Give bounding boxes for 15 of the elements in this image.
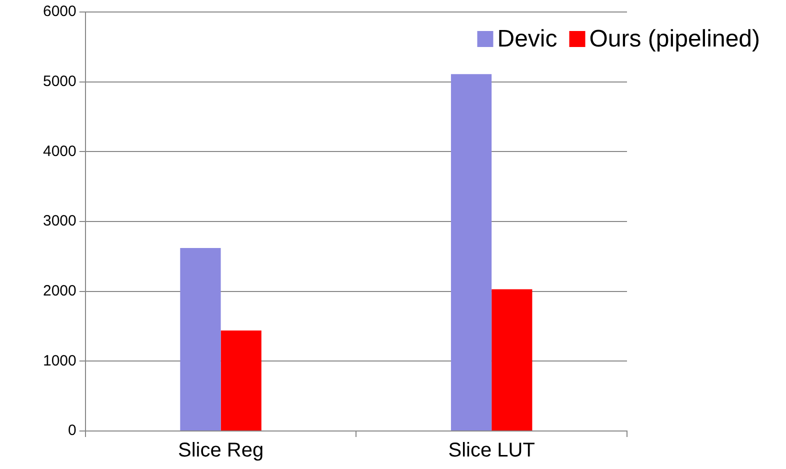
y-tick-label: 4000: [42, 142, 76, 160]
bar: [492, 289, 532, 430]
y-tick-label: 6000: [42, 3, 76, 20]
y-tick-label: 2000: [42, 282, 76, 300]
y-tick-label: 5000: [42, 72, 76, 90]
y-tick-label: 0: [68, 422, 76, 440]
x-tick-label: Slice Reg: [178, 440, 264, 462]
bar: [180, 248, 221, 430]
y-tick-label: 1000: [42, 352, 76, 370]
x-tick-label: Slice LUT: [448, 440, 535, 462]
legend-label: Ours (pipelined): [589, 26, 760, 53]
legend-label: Devic: [497, 26, 558, 53]
bar: [450, 74, 492, 430]
bar: [220, 330, 262, 430]
y-tick-label: 3000: [42, 212, 76, 230]
